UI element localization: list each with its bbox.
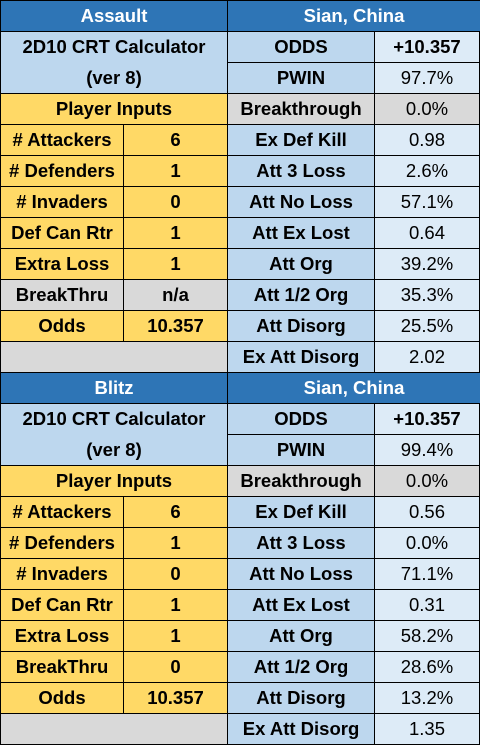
result-value: 71.1% <box>375 559 479 589</box>
result-value: 57.1% <box>375 187 479 217</box>
result-value: 99.4% <box>375 435 479 465</box>
result-label: ODDS <box>228 32 374 62</box>
input-label: Def Can Rtr <box>1 590 123 620</box>
location-title: Sian, China <box>228 373 480 403</box>
input-label: Odds <box>1 683 123 713</box>
input-value: 0 <box>124 187 227 217</box>
input-value: n/a <box>124 280 227 310</box>
result-value: 0.56 <box>375 497 479 527</box>
result-label: Att No Loss <box>228 559 374 589</box>
input-label: # Defenders <box>1 156 123 186</box>
calculator-title: 2D10 CRT Calculator <box>1 32 227 63</box>
result-label: Ex Att Disorg <box>228 714 374 744</box>
result-label: Ex Def Kill <box>228 125 374 155</box>
input-value: 10.357 <box>124 311 227 341</box>
result-label: Att Ex Lost <box>228 590 374 620</box>
result-value: 0.0% <box>375 94 479 124</box>
result-label: PWIN <box>228 435 374 465</box>
result-value: 0.0% <box>375 528 479 558</box>
input-label: BreakThru <box>1 280 123 310</box>
result-label: Att 3 Loss <box>228 528 374 558</box>
input-label: BreakThru <box>1 652 123 682</box>
result-label: Ex Def Kill <box>228 497 374 527</box>
result-label: Att Disorg <box>228 311 374 341</box>
result-label: Ex Att Disorg <box>228 342 374 372</box>
calculator-version: (ver 8) <box>1 63 227 93</box>
result-value: 28.6% <box>375 652 479 682</box>
input-value: 0 <box>124 652 227 682</box>
result-label: Att No Loss <box>228 187 374 217</box>
result-label: Breakthrough <box>228 94 374 124</box>
result-value: 97.7% <box>375 63 479 93</box>
result-value: 0.98 <box>375 125 479 155</box>
input-label: Extra Loss <box>1 621 123 651</box>
input-value: 1 <box>124 156 227 186</box>
input-value: 10.357 <box>124 683 227 713</box>
result-label: Att Disorg <box>228 683 374 713</box>
result-label: Att 3 Loss <box>228 156 374 186</box>
input-value: 1 <box>124 249 227 279</box>
result-label: Breakthrough <box>228 466 374 496</box>
result-label: Att 1/2 Org <box>228 280 374 310</box>
input-value: 1 <box>124 621 227 651</box>
input-value: 0 <box>124 559 227 589</box>
calculator-version: (ver 8) <box>1 435 227 465</box>
result-value: +10.357 <box>375 32 479 62</box>
input-label: # Invaders <box>1 559 123 589</box>
input-value: 6 <box>124 497 227 527</box>
input-label: # Attackers <box>1 497 123 527</box>
result-value: 2.6% <box>375 156 479 186</box>
result-value: 2.02 <box>375 342 479 372</box>
result-label: Att Org <box>228 621 374 651</box>
blank-cell <box>1 714 227 744</box>
result-value: +10.357 <box>375 404 479 434</box>
input-label: # Defenders <box>1 528 123 558</box>
result-value: 0.31 <box>375 590 479 620</box>
result-label: PWIN <box>228 63 374 93</box>
result-label: Att 1/2 Org <box>228 652 374 682</box>
result-value: 35.3% <box>375 280 479 310</box>
result-value: 58.2% <box>375 621 479 651</box>
input-label: # Attackers <box>1 125 123 155</box>
result-label: Att Ex Lost <box>228 218 374 248</box>
mode-title: Blitz <box>1 373 227 403</box>
input-value: 1 <box>124 528 227 558</box>
player-inputs-header: Player Inputs <box>1 466 227 496</box>
input-value: 1 <box>124 218 227 248</box>
input-label: # Invaders <box>1 187 123 217</box>
result-value: 0.0% <box>375 466 479 496</box>
input-label: Extra Loss <box>1 249 123 279</box>
calculator-title: 2D10 CRT Calculator <box>1 404 227 435</box>
blank-cell <box>1 342 227 372</box>
mode-title: Assault <box>1 1 227 31</box>
input-value: 6 <box>124 125 227 155</box>
result-label: Att Org <box>228 249 374 279</box>
result-value: 0.64 <box>375 218 479 248</box>
result-value: 1.35 <box>375 714 479 744</box>
result-value: 13.2% <box>375 683 479 713</box>
result-label: ODDS <box>228 404 374 434</box>
player-inputs-header: Player Inputs <box>1 94 227 124</box>
result-value: 25.5% <box>375 311 479 341</box>
input-label: Odds <box>1 311 123 341</box>
result-value: 39.2% <box>375 249 479 279</box>
location-title: Sian, China <box>228 1 480 31</box>
input-label: Def Can Rtr <box>1 218 123 248</box>
input-value: 1 <box>124 590 227 620</box>
